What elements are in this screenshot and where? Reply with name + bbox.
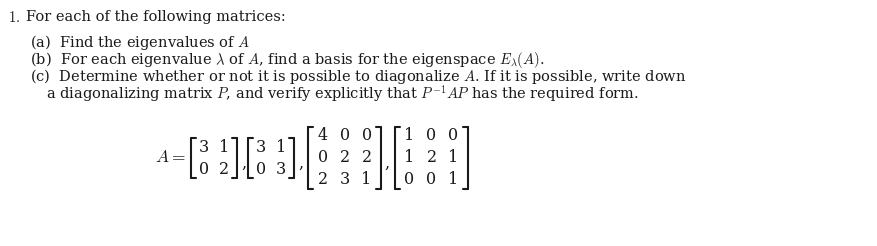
Text: 2: 2: [317, 171, 328, 188]
Text: 0: 0: [361, 127, 372, 144]
Text: ,: ,: [298, 154, 303, 171]
Text: 1: 1: [448, 150, 459, 167]
Text: 1: 1: [448, 171, 459, 188]
Text: 0: 0: [317, 150, 328, 167]
Text: ,: ,: [241, 154, 246, 171]
Text: 1: 1: [404, 150, 415, 167]
Text: 3: 3: [276, 160, 286, 178]
Text: 0: 0: [339, 127, 350, 144]
Text: 0: 0: [404, 171, 415, 188]
Text: 1: 1: [361, 171, 372, 188]
Text: 1: 1: [276, 138, 286, 155]
Text: (b)  For each eigenvalue $\lambda$ of $A$, find a basis for the eigenspace $E_{\: (b) For each eigenvalue $\lambda$ of $A$…: [30, 50, 545, 70]
Text: For each of the following matrices:: For each of the following matrices:: [26, 10, 286, 24]
Text: 2: 2: [339, 150, 350, 167]
Text: (a)  Find the eigenvalues of $A$: (a) Find the eigenvalues of $A$: [30, 33, 250, 52]
Text: 2: 2: [361, 150, 372, 167]
Text: 4: 4: [317, 127, 328, 144]
Text: 0: 0: [256, 160, 266, 178]
Text: a diagonalizing matrix $P$, and verify explicitly that $P^{-1}AP$ has the requir: a diagonalizing matrix $P$, and verify e…: [46, 83, 639, 104]
Text: 0: 0: [426, 127, 437, 144]
Text: 3: 3: [339, 171, 350, 188]
Text: (c)  Determine whether or not it is possible to diagonalize $A$. If it is possib: (c) Determine whether or not it is possi…: [30, 67, 687, 86]
Text: 1: 1: [219, 138, 229, 155]
Text: 0: 0: [448, 127, 459, 144]
Text: 0: 0: [426, 171, 437, 188]
Text: ,: ,: [385, 154, 390, 171]
Text: 2: 2: [426, 150, 437, 167]
Text: 0: 0: [199, 160, 209, 178]
Text: 1: 1: [404, 127, 415, 144]
Text: $\mathbf{1.}$: $\mathbf{1.}$: [8, 10, 20, 25]
Text: $A=$: $A=$: [155, 150, 186, 167]
Text: 2: 2: [219, 160, 229, 178]
Text: 3: 3: [256, 138, 266, 155]
Text: 3: 3: [199, 138, 209, 155]
